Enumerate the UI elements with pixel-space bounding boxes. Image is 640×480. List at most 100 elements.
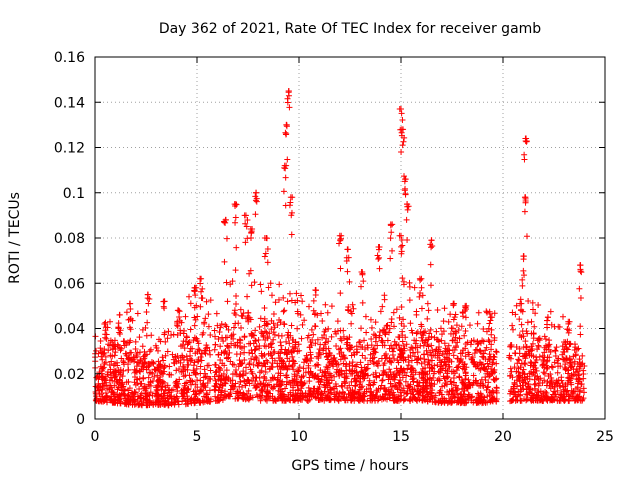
peak-point xyxy=(252,211,259,218)
data-point xyxy=(211,327,218,334)
data-point xyxy=(515,356,522,363)
data-point xyxy=(172,379,179,386)
peak-point xyxy=(232,219,239,226)
data-point xyxy=(535,343,542,350)
peak-point xyxy=(192,292,199,299)
data-point xyxy=(385,372,392,379)
peak-point xyxy=(262,250,269,257)
data-point xyxy=(390,309,397,316)
data-point xyxy=(315,376,322,383)
data-point xyxy=(206,387,213,394)
data-point xyxy=(225,354,232,361)
data-point xyxy=(312,340,319,347)
peak-point xyxy=(428,237,435,244)
data-point xyxy=(159,380,166,387)
data-point xyxy=(187,326,194,333)
data-point xyxy=(318,373,325,380)
peak-point xyxy=(197,303,204,310)
data-point xyxy=(339,393,346,400)
data-point xyxy=(119,373,126,380)
data-point xyxy=(218,391,225,398)
data-point xyxy=(184,393,191,400)
data-point xyxy=(406,279,413,286)
data-point xyxy=(252,346,259,353)
data-point xyxy=(296,347,303,354)
data-point xyxy=(462,345,469,352)
data-point xyxy=(304,356,311,363)
data-point xyxy=(234,389,241,396)
data-point xyxy=(257,369,264,376)
data-point xyxy=(362,313,369,320)
data-point xyxy=(293,290,300,297)
data-point xyxy=(466,351,473,358)
data-point xyxy=(153,344,160,351)
peak-point xyxy=(522,194,529,201)
data-point xyxy=(143,385,150,392)
data-point xyxy=(255,363,262,370)
peak-point xyxy=(264,246,271,253)
data-point xyxy=(349,389,356,396)
data-point xyxy=(370,381,377,388)
x-tick-label: 25 xyxy=(596,429,614,445)
data-point xyxy=(298,382,305,389)
data-point xyxy=(190,362,197,369)
data-point xyxy=(524,330,531,337)
data-point xyxy=(173,367,180,374)
data-point xyxy=(467,381,474,388)
data-point xyxy=(264,389,271,396)
data-point xyxy=(213,310,220,317)
data-point xyxy=(493,384,500,391)
peak-point xyxy=(450,316,457,323)
data-point xyxy=(237,306,244,313)
data-point xyxy=(220,370,227,377)
data-point xyxy=(429,357,436,364)
data-point xyxy=(262,396,269,403)
data-point xyxy=(309,373,316,380)
data-point xyxy=(212,341,219,348)
data-point xyxy=(223,279,230,286)
data-point xyxy=(186,293,193,300)
data-point xyxy=(128,389,135,396)
data-point xyxy=(181,327,188,334)
data-point xyxy=(148,332,155,339)
data-point xyxy=(203,298,210,305)
data-point xyxy=(348,396,355,403)
data-point xyxy=(314,353,321,360)
data-point xyxy=(563,345,570,352)
peak-point xyxy=(223,235,230,242)
data-point xyxy=(187,352,194,359)
peak-point xyxy=(117,327,124,334)
data-point xyxy=(139,343,146,350)
data-point xyxy=(353,346,360,353)
data-point xyxy=(294,297,301,304)
data-point xyxy=(149,377,156,384)
data-point xyxy=(132,345,139,352)
data-point xyxy=(404,365,411,372)
data-point xyxy=(384,322,391,329)
data-point xyxy=(294,310,301,317)
data-point xyxy=(542,388,549,395)
data-point xyxy=(479,353,486,360)
data-point xyxy=(166,389,173,396)
data-point xyxy=(325,345,332,352)
data-point xyxy=(419,397,426,404)
peak-point xyxy=(387,255,394,262)
peak-point xyxy=(398,250,405,257)
data-point xyxy=(211,346,218,353)
data-point xyxy=(552,391,559,398)
data-point xyxy=(298,292,305,299)
data-point xyxy=(560,348,567,355)
peak-point xyxy=(374,252,381,259)
data-point xyxy=(510,326,517,333)
data-point xyxy=(512,311,519,318)
data-point xyxy=(516,357,523,364)
x-tick-label: 0 xyxy=(91,429,100,445)
data-point xyxy=(420,351,427,358)
peak-point xyxy=(247,267,254,274)
data-point xyxy=(474,320,481,327)
data-point xyxy=(491,395,498,402)
data-point xyxy=(224,392,231,399)
x-tick-label: 5 xyxy=(193,429,202,445)
peak-point xyxy=(375,255,382,262)
data-point xyxy=(539,379,546,386)
